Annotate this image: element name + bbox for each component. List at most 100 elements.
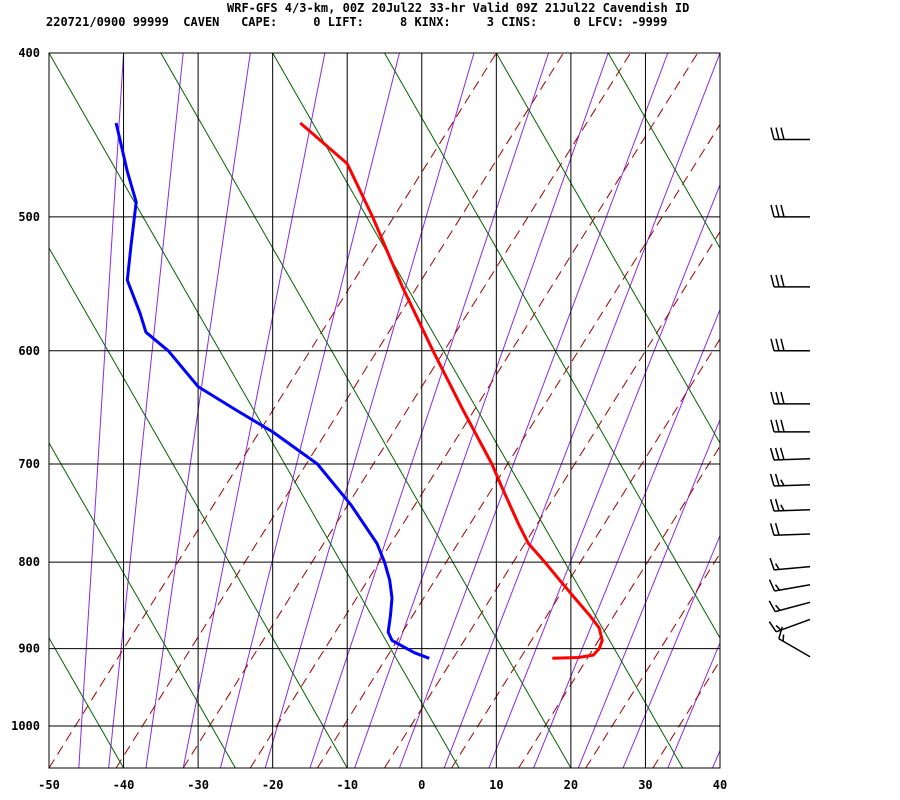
- wind-barb: [769, 498, 811, 512]
- wind-barb-feather: [770, 127, 775, 140]
- wind-barb: [769, 473, 811, 487]
- dry-adiabat-line: [49, 441, 236, 768]
- temperature-tick-label: 40: [713, 778, 727, 792]
- wind-barb-staff: [773, 483, 811, 487]
- moist-adiabat-line: [451, 338, 720, 768]
- wind-barb: [769, 557, 811, 571]
- pressure-tick-label: 400: [18, 46, 40, 60]
- dry-adiabat-line: [495, 53, 720, 445]
- wind-barb-feather: [780, 274, 785, 288]
- sounding-indices: 220721/0900 99999 CAVEN CAPE: 0 LIFT: 8 …: [46, 15, 668, 29]
- moist-adiabat-line: [719, 767, 720, 768]
- pressure-tick-label: 500: [18, 210, 40, 224]
- wind-barb-feather: [775, 419, 780, 433]
- dry-adiabat-line: [272, 53, 684, 768]
- wind-barb-staff: [775, 618, 811, 633]
- wind-barb-feather: [775, 274, 780, 288]
- temperature-tick-label: -50: [38, 778, 60, 792]
- wind-barb-feather: [780, 504, 785, 512]
- dry-adiabat-line: [0, 53, 12, 768]
- dry-adiabat-line: [384, 53, 720, 640]
- chart-header: WRF-GFS 4/3-km, 00Z 20Jul22 33-hr Valid …: [0, 0, 900, 30]
- mixing-ratio-line: [667, 641, 720, 768]
- wind-barb-feather: [780, 338, 785, 351]
- wind-barb-feather: [775, 338, 780, 351]
- wind-barb-feather: [780, 391, 785, 405]
- wind-barb-feather: [780, 204, 785, 218]
- wind-barb-staff: [774, 565, 811, 571]
- dry-adiabat-line: [607, 53, 720, 250]
- moist-adiabat-line: [384, 230, 720, 768]
- mixing-ratio-line: [108, 53, 184, 768]
- wind-barb-staff: [775, 601, 811, 613]
- wind-barb-feather: [775, 204, 780, 218]
- wind-barb-feather: [770, 419, 775, 433]
- mixing-ratio-line: [712, 749, 720, 768]
- mixing-ratio-line: [398, 53, 669, 768]
- dry-adiabat-line: [49, 636, 124, 768]
- wind-barb: [770, 338, 810, 352]
- wind-barb-feather: [768, 621, 777, 633]
- wind-barb-feather: [769, 557, 775, 571]
- wind-barb-feather: [775, 604, 781, 611]
- temperature-tick-label: -10: [336, 778, 358, 792]
- moist-adiabat-line: [249, 53, 699, 768]
- wind-barb-feather: [780, 419, 785, 433]
- wind-barb-feather: [775, 127, 780, 140]
- wind-barb-feather: [769, 473, 775, 487]
- wind-barb: [770, 419, 810, 433]
- moist-adiabat-line: [652, 659, 720, 768]
- moist-adiabat-line: [787, 53, 900, 768]
- wind-barb-feather: [774, 498, 780, 512]
- wind-barb-feather: [774, 523, 780, 536]
- wind-barb-feather: [768, 579, 776, 592]
- temperature-tick-label: 0: [418, 778, 425, 792]
- wind-barb-staff: [773, 509, 811, 512]
- temperature-tick-label: 30: [638, 778, 652, 792]
- temperature-profile-line: [299, 121, 604, 660]
- temperature-tick-label: 20: [564, 778, 578, 792]
- wind-barb-feather: [774, 563, 780, 570]
- wind-barb-feather: [780, 479, 785, 486]
- moist-adiabat-line: [115, 53, 564, 768]
- pressure-tick-label: 1000: [11, 719, 40, 733]
- wind-barb: [770, 204, 810, 218]
- mixing-ratio-line: [577, 418, 720, 768]
- dry-adiabat-line: [719, 53, 720, 55]
- chart-title: WRF-GFS 4/3-km, 00Z 20Jul22 33-hr Valid …: [227, 1, 690, 15]
- pressure-tick-label: 900: [18, 642, 40, 656]
- dry-adiabat-line: [832, 53, 900, 768]
- wind-barb: [770, 274, 810, 288]
- wind-barb: [768, 579, 811, 592]
- moist-adiabat-line: [316, 123, 720, 768]
- mixing-ratio-line: [219, 53, 400, 768]
- wind-barb-feather: [770, 204, 775, 218]
- wind-barb: [778, 626, 811, 658]
- wind-barb-feather: [769, 523, 775, 536]
- dry-adiabat-line: [160, 53, 572, 768]
- wind-barb: [769, 447, 811, 461]
- wind-barb-staff: [774, 583, 811, 592]
- wind-barb-feather: [779, 447, 785, 460]
- wind-barb-staff: [773, 533, 811, 537]
- wind-barb-feather: [770, 391, 775, 405]
- mixing-ratio-line: [264, 53, 475, 768]
- mixing-ratio-line: [78, 53, 125, 768]
- wind-barb-feather: [774, 584, 781, 591]
- wind-barb-staff: [773, 458, 811, 461]
- moist-adiabat-line: [518, 445, 720, 768]
- wind-barb-feather: [769, 447, 775, 461]
- temperature-tick-label: 10: [489, 778, 503, 792]
- wind-barb-feather: [778, 626, 783, 639]
- wind-barb: [768, 618, 811, 633]
- mixing-ratio-line: [622, 534, 720, 768]
- wind-barb-feather: [775, 391, 780, 405]
- wind-barb-feather: [769, 498, 775, 512]
- moist-adiabat-line: [182, 53, 631, 768]
- wind-barb-feather: [768, 600, 776, 612]
- dry-adiabat-line: [49, 53, 460, 768]
- plot-frame: [48, 52, 721, 769]
- temperature-tick-label: -20: [262, 778, 284, 792]
- pressure-tick-label: 800: [18, 555, 40, 569]
